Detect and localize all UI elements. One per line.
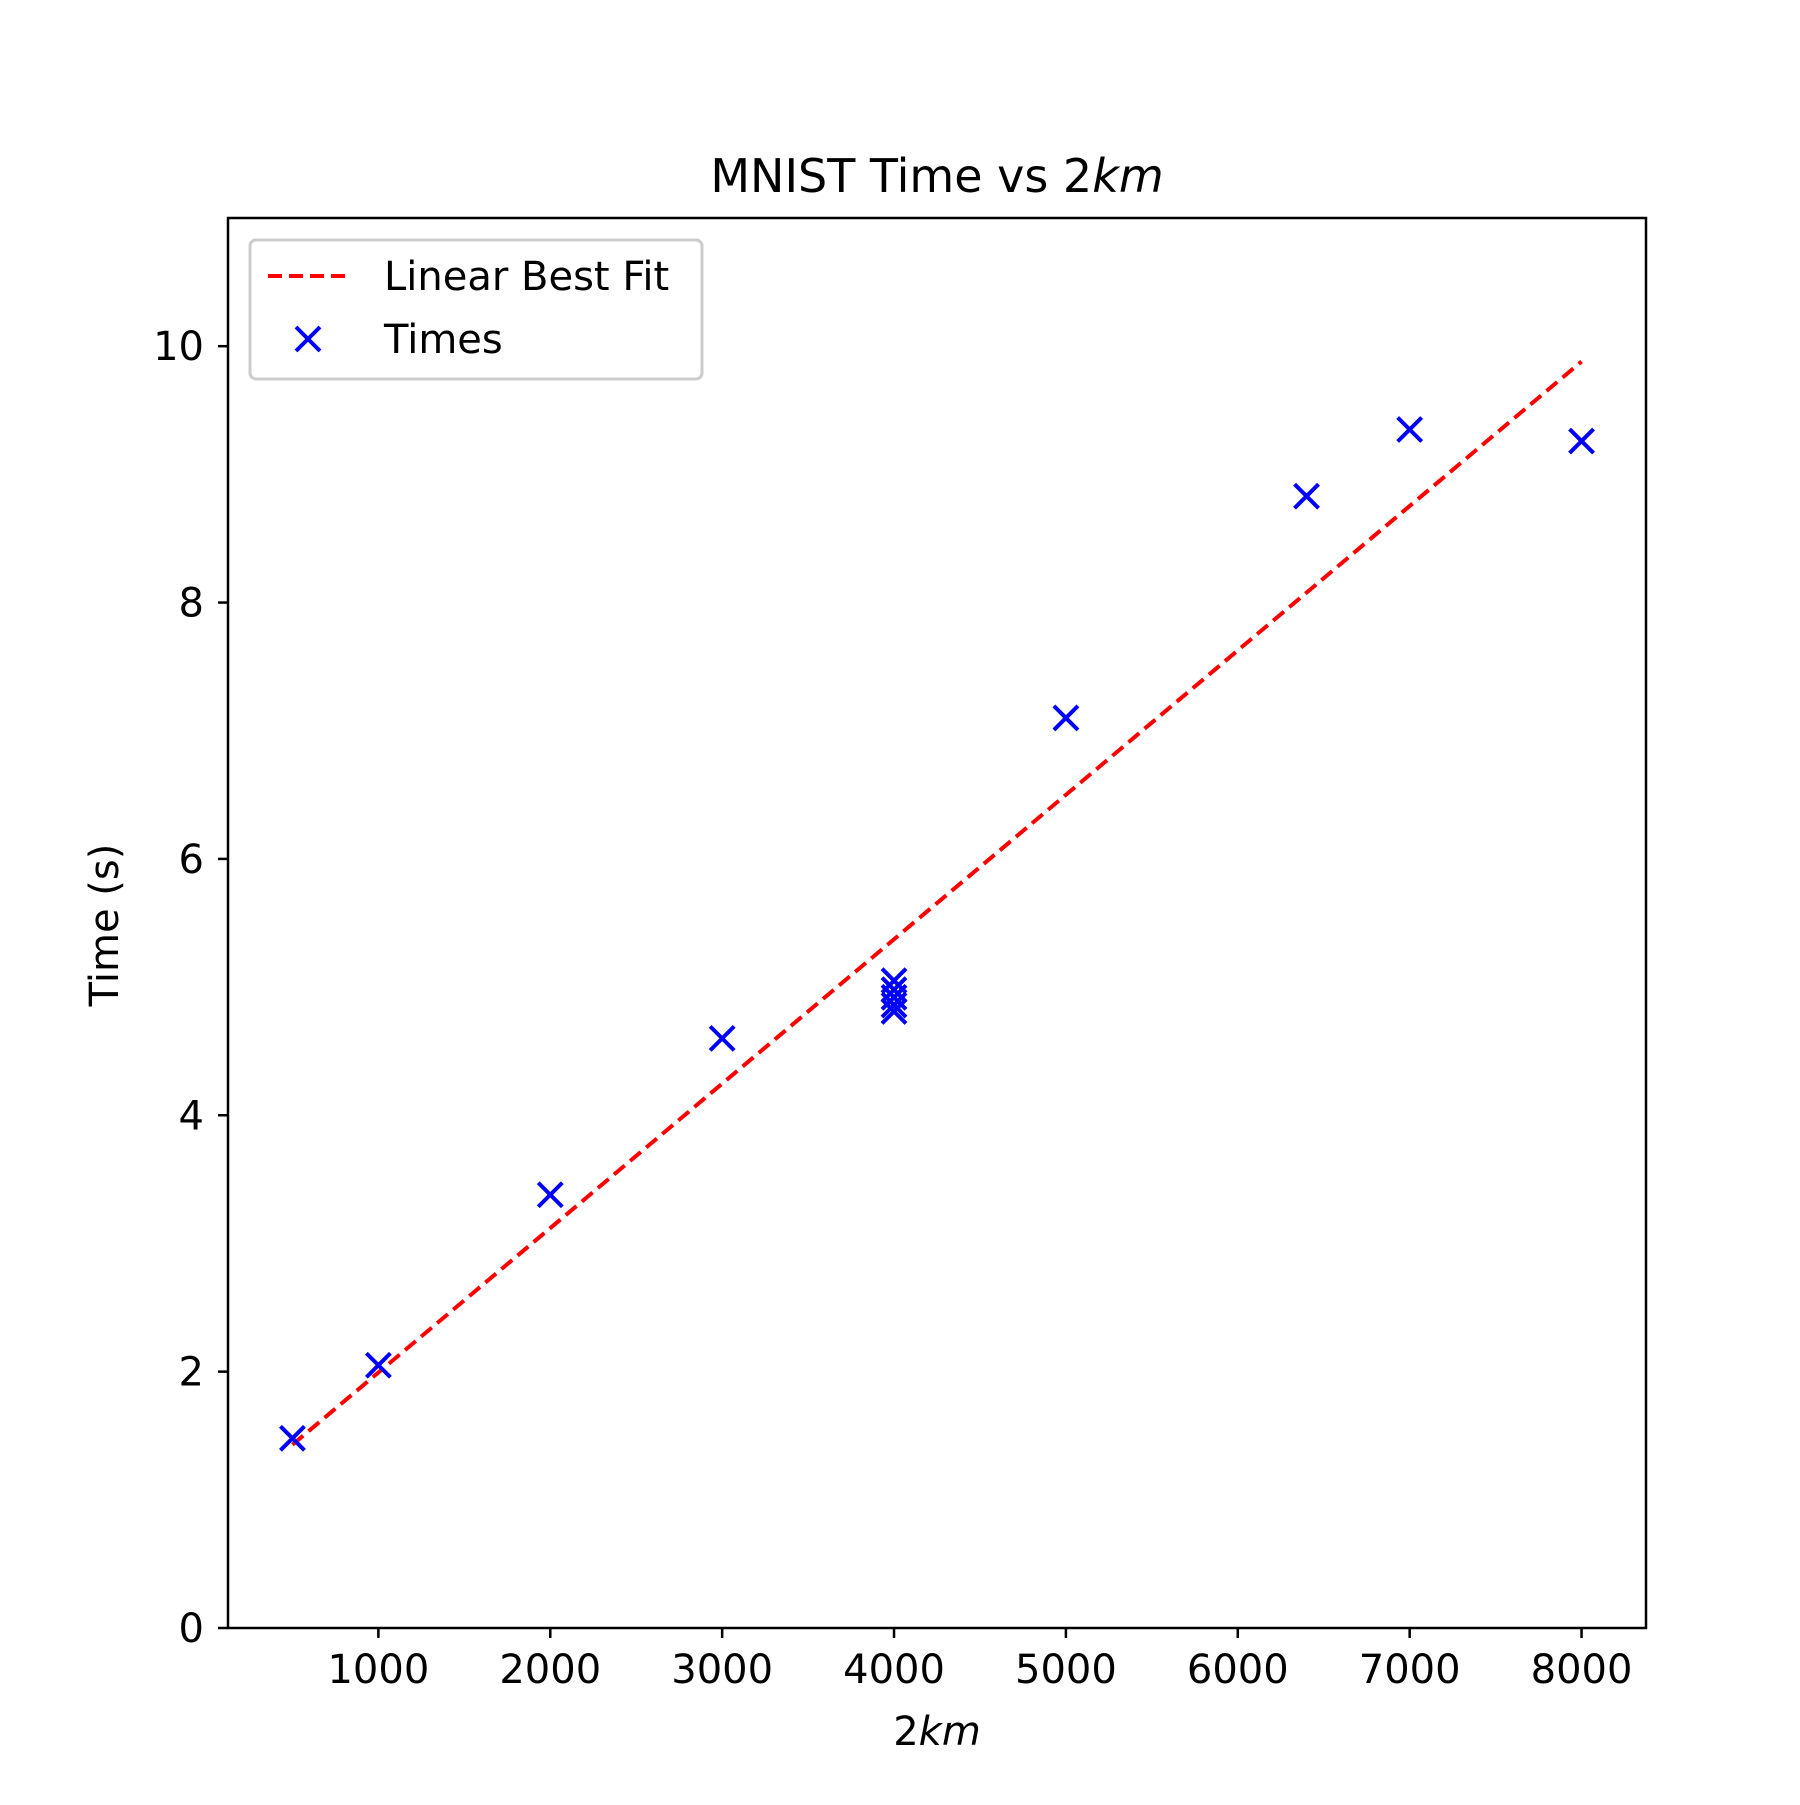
scatter-point bbox=[364, 1351, 392, 1379]
axes-frame bbox=[226, 216, 1648, 1630]
y-tick-label: 4 bbox=[179, 1093, 204, 1139]
scatter-point bbox=[708, 1024, 736, 1052]
x-tick-label: 8000 bbox=[1531, 1647, 1633, 1693]
x-tick-label: 6000 bbox=[1187, 1647, 1289, 1693]
legend-box bbox=[248, 238, 704, 381]
x-tick-label: 1000 bbox=[327, 1647, 429, 1693]
y-tick-label: 10 bbox=[153, 324, 204, 370]
legend: Linear Best Fit Times bbox=[248, 238, 704, 381]
scatter-point bbox=[536, 1181, 564, 1209]
y-tick-label: 8 bbox=[179, 581, 204, 627]
chart-title-italic: km bbox=[1092, 149, 1163, 203]
best-fit-line bbox=[291, 360, 1583, 1447]
legend-label-linear-best-fit: Linear Best Fit bbox=[384, 254, 669, 300]
y-tick-label: 2 bbox=[179, 1350, 204, 1396]
x-axis-label-italic: km bbox=[919, 1709, 981, 1755]
x-axis-label: 2km bbox=[893, 1709, 981, 1755]
y-axis-label: Time (s) bbox=[82, 844, 128, 1008]
x-tick-label: 7000 bbox=[1359, 1647, 1461, 1693]
axes-layer: 1000 2000 3000 4000 5000 6000 7000 8000 0 2 4 6 8 10 bbox=[153, 216, 1648, 1693]
x-tick-label: 5000 bbox=[1015, 1647, 1117, 1693]
legend-x-symbol bbox=[294, 325, 322, 353]
scatter-point bbox=[880, 998, 908, 1025]
chart-title-prefix: MNIST Time vs 2 bbox=[710, 149, 1092, 203]
x-tick-label: 4000 bbox=[843, 1647, 945, 1693]
scatter-point bbox=[1568, 427, 1595, 455]
chart-title: MNIST Time vs 2km bbox=[710, 149, 1163, 203]
legend-label-times: Times bbox=[383, 317, 503, 363]
y-tick-label: 0 bbox=[179, 1606, 204, 1652]
x-tick-label: 2000 bbox=[499, 1647, 601, 1693]
x-tick-label: 3000 bbox=[671, 1647, 773, 1693]
plot-area bbox=[279, 360, 1595, 1452]
scatter-point bbox=[1052, 704, 1080, 732]
scatter-point bbox=[880, 991, 908, 1019]
x-axis-label-prefix: 2 bbox=[893, 1709, 918, 1755]
scatter-point bbox=[1396, 416, 1424, 443]
scatter-point bbox=[279, 1424, 306, 1452]
y-tick-label: 6 bbox=[179, 837, 204, 883]
scatter-point bbox=[1293, 482, 1320, 510]
